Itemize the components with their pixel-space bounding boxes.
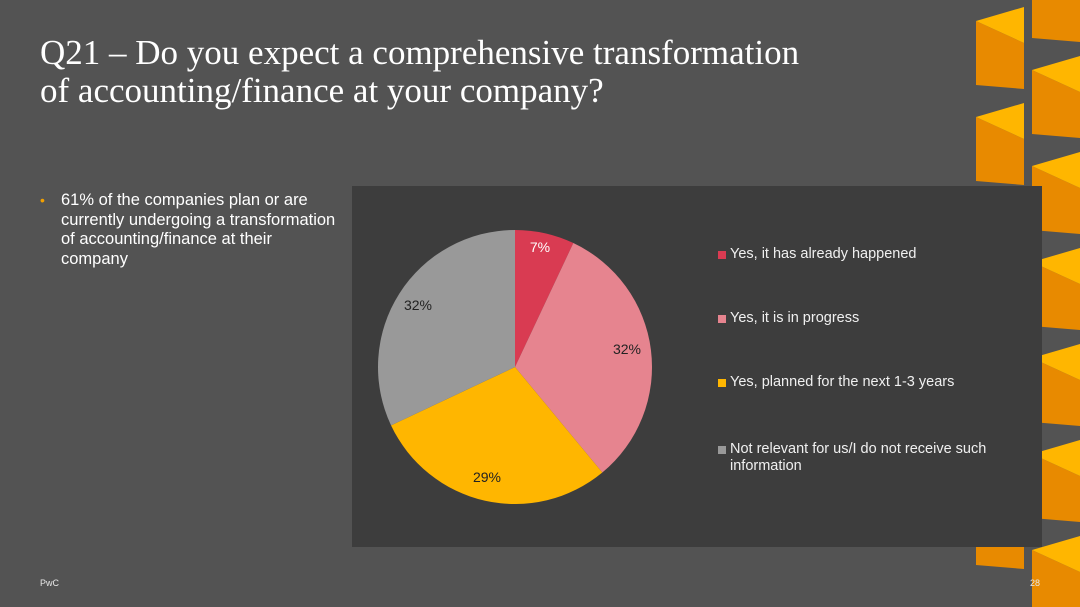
legend-item-1: Yes, it is in progress bbox=[718, 310, 1010, 327]
legend-swatch-3 bbox=[718, 446, 726, 454]
chevron-shape bbox=[1032, 550, 1080, 607]
chevron-shape bbox=[976, 117, 1024, 185]
pie-slice-1 bbox=[515, 243, 652, 473]
chevron-shape bbox=[976, 21, 1024, 89]
slice-data-label-2: 29% bbox=[473, 469, 501, 485]
chevron-shape bbox=[1032, 152, 1080, 188]
pie-chart-panel: 7% 32% 29% 32% Yes, it has already happened… bbox=[352, 186, 1042, 547]
chevron-shape bbox=[1032, 358, 1080, 426]
chevron-shape bbox=[976, 103, 1024, 139]
legend-label-3: Not relevant for us/I do not receive suc… bbox=[730, 441, 987, 474]
legend-item-3: Not relevant for us/I do not receive suc… bbox=[718, 441, 1010, 475]
bullet-text: 61% of the companies plan or are current… bbox=[61, 191, 336, 268]
chevron-shape bbox=[1032, 536, 1080, 572]
legend-swatch-1 bbox=[718, 315, 726, 323]
legend-label-0: Yes, it has already happened bbox=[730, 246, 917, 262]
page-title: Q21 – Do you expect a comprehensive tran… bbox=[40, 34, 940, 110]
chevron-shape bbox=[1032, 344, 1080, 380]
slice-data-label-0: 7% bbox=[530, 239, 550, 255]
legend-item-0: Yes, it has already happened bbox=[718, 246, 1010, 263]
page-number: 28 bbox=[1029, 578, 1040, 588]
pie-slice-2 bbox=[391, 367, 603, 504]
chevron-shape bbox=[1032, 166, 1080, 234]
chevron-shape bbox=[1032, 56, 1080, 92]
legend-label-2: Yes, planned for the next 1-3 years bbox=[730, 374, 955, 390]
slice-data-label-3: 32% bbox=[404, 297, 432, 313]
chevron-shape bbox=[1032, 440, 1080, 476]
chevron-shape bbox=[976, 7, 1024, 43]
chevron-shape bbox=[1032, 454, 1080, 522]
footer-brand: PwC bbox=[40, 578, 60, 588]
pie-chart: 7% 32% 29% 32% bbox=[377, 230, 652, 504]
bullet-icon: • bbox=[40, 192, 45, 208]
pie-slice-0 bbox=[515, 230, 574, 367]
chevron-shape bbox=[1032, 70, 1080, 138]
legend-swatch-0 bbox=[718, 251, 726, 259]
bullet-point: • 61% of the companies plan or are curre… bbox=[40, 191, 340, 269]
pie-slice-3 bbox=[377, 230, 515, 426]
title-line-1: Q21 – Do you expect a comprehensive tran… bbox=[40, 33, 800, 72]
chevron-shape bbox=[1032, 262, 1080, 330]
chevron-shape bbox=[1032, 248, 1080, 284]
legend-label-1: Yes, it is in progress bbox=[730, 310, 860, 326]
title-line-2: of accounting/finance at your company? bbox=[40, 71, 604, 110]
legend-swatch-2 bbox=[718, 379, 726, 387]
slice-data-label-1: 32% bbox=[613, 341, 641, 357]
chevron-shape bbox=[1032, 0, 1080, 42]
legend-item-2: Yes, planned for the next 1-3 years bbox=[718, 374, 1010, 391]
